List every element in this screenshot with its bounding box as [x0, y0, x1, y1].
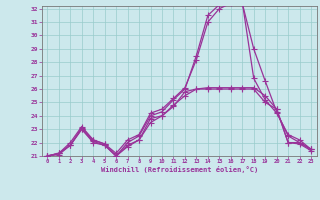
X-axis label: Windchill (Refroidissement éolien,°C): Windchill (Refroidissement éolien,°C) — [100, 166, 258, 173]
